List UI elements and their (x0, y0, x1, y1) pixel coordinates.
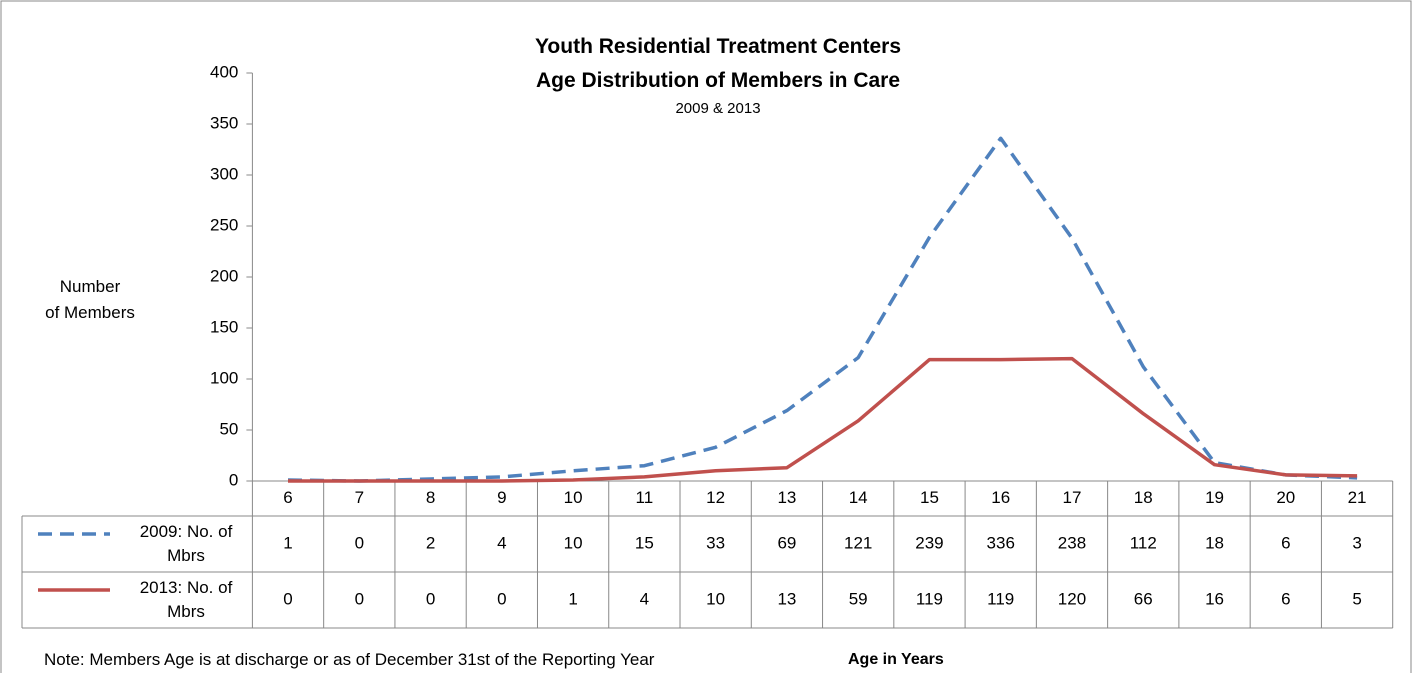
x-tick-label: 7 (355, 488, 364, 507)
legend-label: 2013: No. of Mbrs (139, 578, 233, 621)
table-value: 0 (283, 589, 292, 608)
table-value: 5 (1352, 589, 1361, 608)
chart-title: Youth Residential Treatment Centers Age … (534, 35, 902, 92)
y-tick-label: 350 (210, 113, 238, 132)
x-tick-label: 14 (849, 488, 868, 507)
y-tick-label: 50 (219, 419, 238, 438)
table-value: 119 (916, 589, 943, 608)
table-value: 112 (1130, 533, 1157, 552)
x-tick-label: 12 (706, 488, 725, 507)
table-value: 6 (1281, 533, 1290, 552)
legend-label: 2009: No. of Mbrs (139, 522, 233, 565)
table-value: 0 (355, 589, 364, 608)
table-value: 2 (426, 533, 435, 552)
chart-subtitle: 2009 & 2013 (675, 100, 761, 117)
series-line (288, 356, 1358, 483)
table-value: 6 (1281, 589, 1290, 608)
x-tick-label: 21 (1348, 488, 1367, 507)
y-tick-label: 300 (210, 164, 238, 183)
y-tick-label: 250 (210, 215, 238, 234)
table-value: 0 (426, 589, 435, 608)
table-value: 59 (849, 589, 868, 608)
table-value: 1 (283, 533, 292, 552)
table-value: 33 (706, 533, 725, 552)
table-value: 120 (1058, 589, 1086, 608)
table-value: 3 (1352, 533, 1361, 552)
table-value: 18 (1205, 533, 1224, 552)
y-tick-label: 150 (210, 317, 238, 336)
y-tick-label: 400 (210, 62, 238, 81)
table-value: 13 (777, 589, 796, 608)
table-value: 1 (568, 589, 577, 608)
x-tick-label: 17 (1063, 488, 1082, 507)
table-value: 0 (497, 589, 506, 608)
y-tick-label: 200 (210, 266, 238, 285)
y-tick-label: 100 (210, 368, 238, 387)
table-value: 69 (777, 533, 796, 552)
x-tick-label: 6 (283, 488, 292, 507)
table-value: 66 (1134, 589, 1153, 608)
x-tick-label: 10 (564, 488, 583, 507)
x-tick-label: 9 (497, 488, 506, 507)
x-tick-label: 19 (1205, 488, 1224, 507)
y-tick-label: 0 (229, 470, 238, 489)
table-value: 10 (706, 589, 725, 608)
series-line (287, 136, 1358, 483)
x-tick-label: 18 (1134, 488, 1153, 507)
note: Note: Members Age is at discharge or as … (44, 650, 655, 669)
y-axis-label: Number of Members (45, 277, 135, 322)
table-value: 16 (1205, 589, 1224, 608)
x-tick-label: 11 (636, 488, 654, 507)
x-tick-label: 20 (1276, 488, 1295, 507)
table-value: 4 (640, 589, 649, 608)
table-value: 15 (635, 533, 654, 552)
x-tick-label: 15 (920, 488, 939, 507)
x-axis-label: Age in Years (848, 651, 944, 668)
table-value: 0 (355, 533, 364, 552)
table-value: 121 (844, 533, 872, 552)
table-value: 119 (987, 589, 1014, 608)
table-value: 336 (987, 533, 1015, 552)
table-value: 238 (1058, 533, 1086, 552)
x-tick-label: 8 (426, 488, 435, 507)
table-value: 10 (564, 533, 583, 552)
x-tick-label: 16 (991, 488, 1010, 507)
table-value: 4 (497, 533, 506, 552)
x-tick-label: 13 (777, 488, 796, 507)
table-value: 239 (915, 533, 943, 552)
